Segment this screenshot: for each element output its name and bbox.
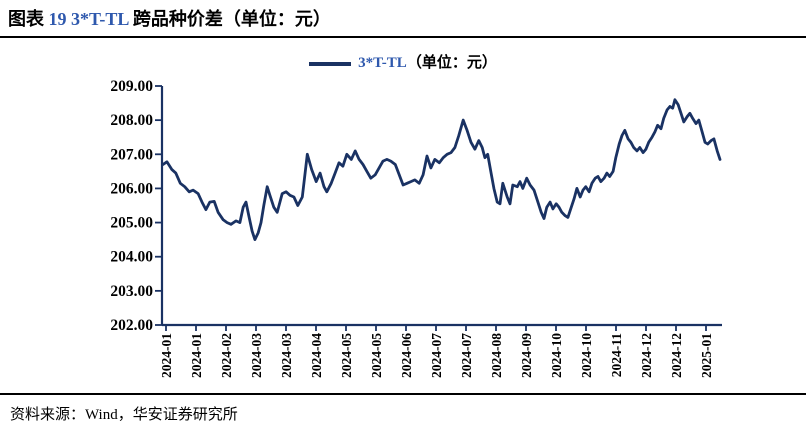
y-tick-label: 203.00 <box>110 283 153 300</box>
x-tick-label: 2024-07 <box>429 333 444 378</box>
figure-title-prefix: 图表 <box>8 9 49 29</box>
legend-series-label: 3*T-TL <box>358 55 407 71</box>
y-tick-label: 208.00 <box>110 112 153 129</box>
legend-unit-label: （单位：元） <box>406 55 497 71</box>
y-tick-label: 206.00 <box>110 180 153 197</box>
chart-legend: 3*T-TL（单位：元） <box>0 38 806 73</box>
x-tick-label: 2024-02 <box>219 333 234 378</box>
chart-section: 3*T-TL（单位：元） 209.00 208.00 207.00 206.00 205… <box>0 38 806 398</box>
y-tick-label: 204.00 <box>110 249 153 266</box>
figure-title-code: 19 3*T-TL <box>48 9 129 29</box>
y-tick-label: 209.00 <box>110 78 153 95</box>
price-spread-line <box>161 98 722 242</box>
x-tick-label: 2024-05 <box>369 333 384 378</box>
legend-line-swatch <box>309 61 352 66</box>
x-tick-label: 2024-10 <box>549 333 564 378</box>
x-tick-label: 2025-01 <box>699 333 714 378</box>
x-tick-label: 2024-06 <box>399 333 414 378</box>
x-tick-label: 2024-07 <box>459 333 474 378</box>
figure-title: 图表 19 3*T-TL 跨品种价差（单位：元） <box>8 7 796 31</box>
x-tick-label: 2024-10 <box>579 333 594 378</box>
x-tick-label: 2024-03 <box>279 333 294 378</box>
x-tick-label: 2024-09 <box>519 333 534 378</box>
line-chart-canvas: 209.00 208.00 207.00 206.00 205.00 204.00 203.… <box>110 78 722 378</box>
x-tick-label: 2024-12 <box>669 333 684 378</box>
y-tick-label: 207.00 <box>110 146 153 163</box>
source-text: 资料来源：Wind，华安证券研究所 <box>10 407 238 423</box>
figure-title-suffix: 跨品种价差（单位：元） <box>132 9 331 29</box>
figure-title-bar: 图表 19 3*T-TL 跨品种价差（单位：元） <box>0 0 806 38</box>
x-tick-label: 2024-01 <box>189 333 204 378</box>
x-tick-label: 2024-11 <box>609 333 624 378</box>
x-tick-label: 2024-04 <box>309 333 324 378</box>
source-footer: 资料来源：Wind，华安证券研究所 <box>0 393 806 435</box>
x-tick-label: 2024-08 <box>489 333 504 378</box>
y-tick-label: 202.00 <box>110 317 153 334</box>
x-tick-label: 2024-12 <box>639 333 654 378</box>
y-tick-label: 205.00 <box>110 215 153 232</box>
x-tick-label: 2024-03 <box>249 333 264 378</box>
x-tick-label: 2024-05 <box>339 333 354 378</box>
x-tick-label: 2024-01 <box>159 333 174 378</box>
